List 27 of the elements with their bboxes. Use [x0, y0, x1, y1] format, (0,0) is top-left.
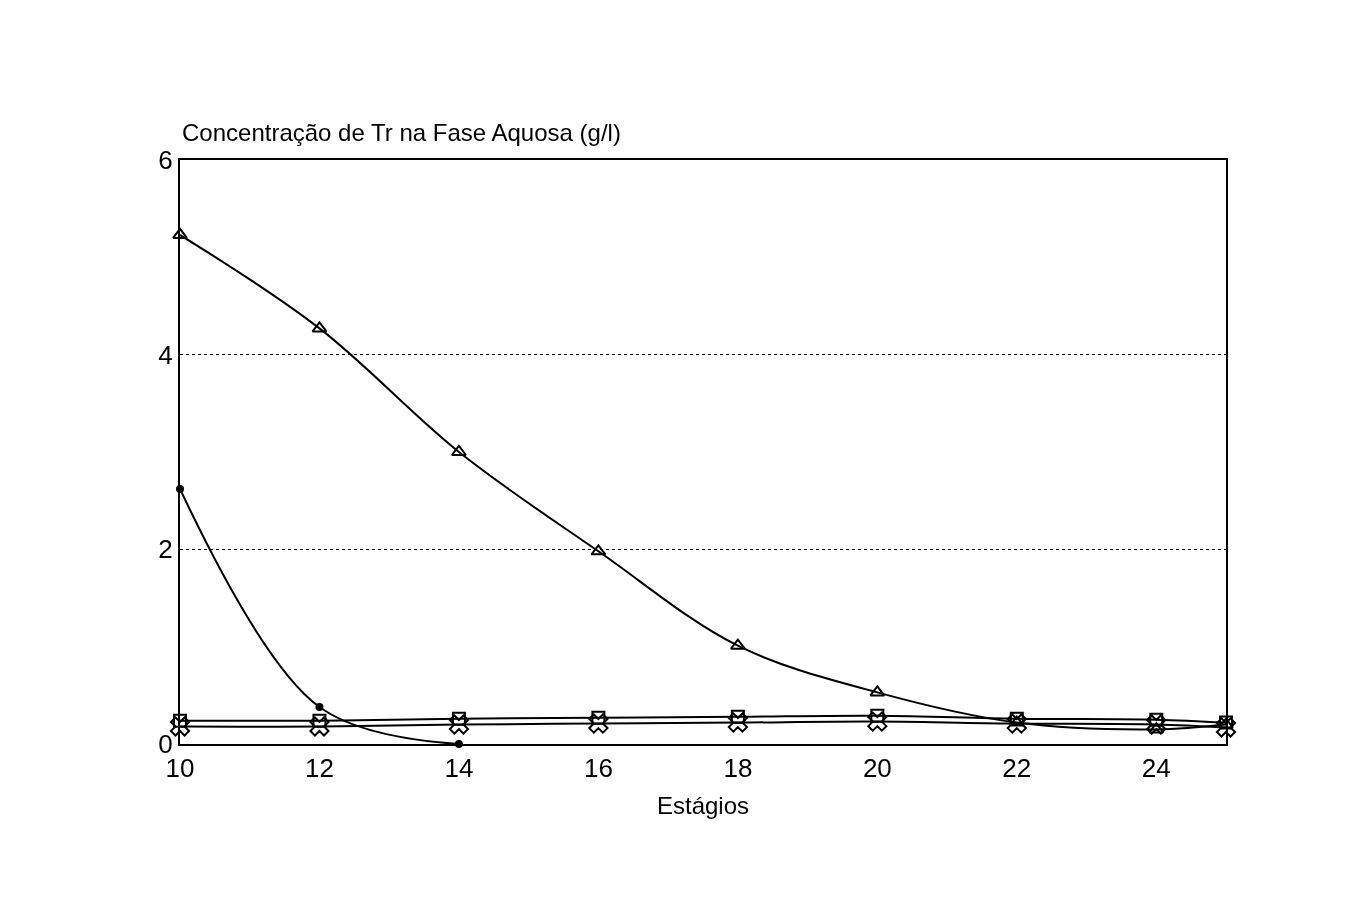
x-tick-label: 24 [1141, 753, 1171, 784]
x-tick-label: 18 [723, 753, 753, 784]
x-tick-label: 20 [862, 753, 892, 784]
point [729, 638, 746, 650]
point [588, 713, 609, 734]
point [1215, 717, 1237, 738]
point [727, 712, 748, 733]
point [448, 714, 469, 735]
x-axis-title: Estágios [656, 792, 750, 819]
point [867, 711, 888, 732]
point [309, 716, 330, 737]
x-tick-label: 16 [583, 753, 613, 784]
x-tick-label: 12 [305, 753, 334, 784]
y-tick-label: 2 [158, 534, 173, 565]
point [590, 544, 607, 556]
point [1148, 722, 1165, 734]
point [311, 321, 328, 333]
point [172, 227, 188, 239]
point [169, 716, 191, 737]
x-tick-label: 14 [444, 753, 474, 784]
x-tick-label: 22 [1002, 753, 1032, 784]
point [869, 685, 886, 697]
y-axis-title: Concentração de Tr na Fase Aquosa (g/l) [182, 119, 621, 146]
y-tick-label: 6 [158, 145, 173, 176]
point [315, 703, 324, 712]
point [1146, 714, 1167, 735]
y-tick-label: 4 [158, 339, 173, 370]
